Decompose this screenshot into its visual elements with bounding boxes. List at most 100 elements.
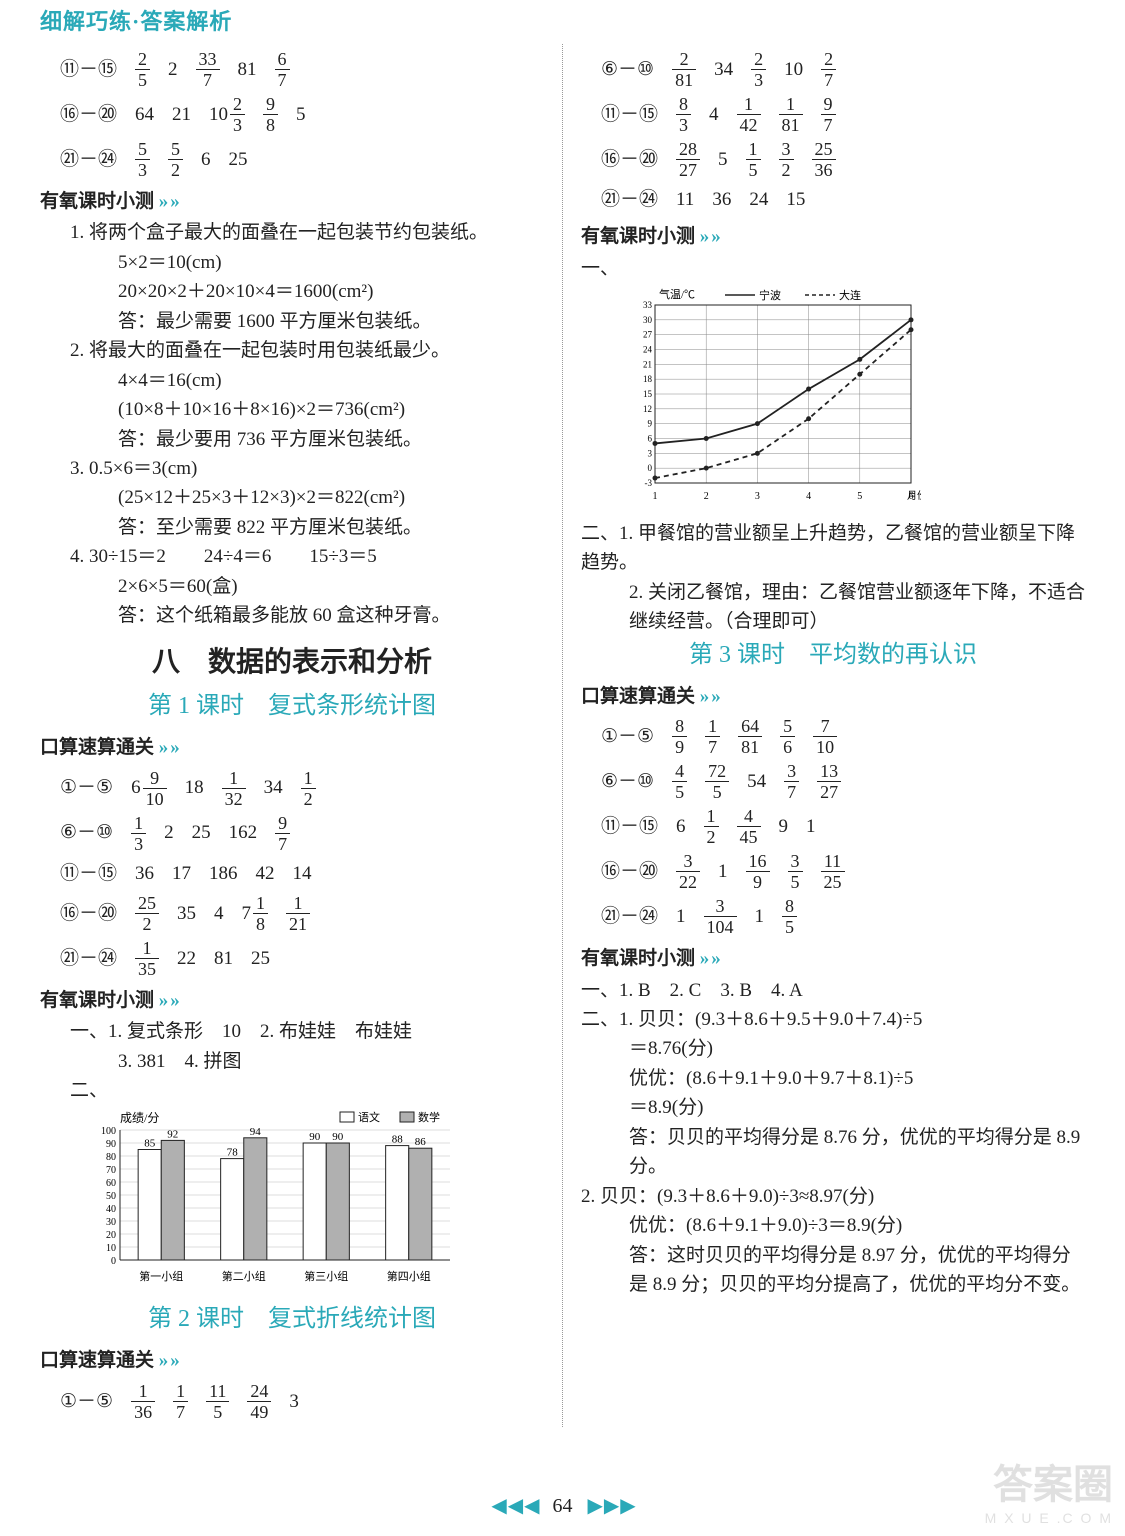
text-line: 2. 将最大的面叠在一起包装时用包装纸最少。 (70, 336, 544, 365)
svg-text:大连: 大连 (839, 288, 861, 302)
arrow-icon: »» (159, 1350, 182, 1371)
line-chart: -303691215182124273033123456气温/℃月份宁波大连 (621, 287, 921, 507)
svg-text:第四小组: 第四小组 (387, 1269, 431, 1283)
line-chart-label: 一、 (581, 254, 1085, 283)
calc-heading: 口算速算通关 »» (40, 1346, 544, 1375)
page-footer: ◀ ◀ ◀ 64 ▶ ▶ ▶ (0, 1493, 1125, 1518)
svg-text:-3: -3 (645, 478, 653, 488)
svg-text:18: 18 (643, 374, 653, 384)
text-line: 一、1. 复式条形 10 2. 布娃娃 布娃娃 (70, 1017, 544, 1046)
svg-text:第三小组: 第三小组 (304, 1269, 348, 1283)
svg-text:33: 33 (643, 300, 653, 310)
svg-text:30: 30 (106, 1217, 116, 1228)
svg-text:3: 3 (648, 449, 653, 459)
text-line: 2. 关闭乙餐馆，理由：乙餐馆营业额逐年下降，不适合继续经营。（合理即可） (629, 578, 1085, 637)
svg-text:40: 40 (106, 1204, 116, 1215)
svg-text:20: 20 (106, 1230, 116, 1241)
content-columns: ⑪－⑮2523378167⑯－⑳64211023985㉑－㉔5352625 有氧… (0, 44, 1125, 1427)
arrow-icon: »» (700, 226, 723, 247)
arrow-icon: »» (159, 191, 182, 212)
text-line: 答：至少需要 822 平方厘米包装纸。 (118, 513, 544, 542)
svg-text:15: 15 (643, 389, 653, 399)
svg-text:3: 3 (755, 491, 760, 502)
page-header: 细解巧练·答案解析 (0, 0, 1125, 44)
arrow-icon: »» (700, 948, 723, 969)
answer-row: ⑪－⑮36171864214 (60, 859, 544, 888)
svg-text:100: 100 (101, 1126, 116, 1137)
test-heading: 有氧课时小测 »» (40, 986, 544, 1015)
svg-text:94: 94 (250, 1126, 261, 1138)
text-line: 2. 贝贝：(9.3＋8.6＋9.0)÷3≈8.97(分) (581, 1182, 1085, 1211)
svg-text:6: 6 (648, 434, 653, 444)
test-heading: 有氧课时小测 »» (581, 944, 1085, 973)
answer-row: ①－⑤8917648156710 (601, 717, 1085, 756)
text-line: 20×20×2＋20×10×4＝1600(cm²) (118, 277, 544, 306)
text-line: 答：最少要用 736 平方厘米包装纸。 (118, 425, 544, 454)
svg-text:27: 27 (643, 330, 653, 340)
svg-text:第一小组: 第一小组 (139, 1269, 183, 1283)
text-line: 优优：(8.6＋9.1＋9.0)÷3＝8.9(分) (629, 1211, 1085, 1240)
watermark: 答案圈 M X U E .C O M (985, 1452, 1113, 1526)
svg-text:80: 80 (106, 1152, 116, 1163)
text-line: 3. 0.5×6＝3(cm) (70, 454, 544, 483)
svg-text:宁波: 宁波 (759, 288, 781, 302)
svg-text:第二小组: 第二小组 (222, 1269, 266, 1283)
answer-row: ⑥－⑩1322516297 (60, 814, 544, 853)
arrow-icon: »» (159, 990, 182, 1011)
triangle-right-icon: ▶ ▶ ▶ (588, 1495, 634, 1517)
svg-text:气温/℃: 气温/℃ (659, 287, 695, 301)
answer-row: ⑯－⑳2827515322536 (601, 140, 1085, 179)
triangle-left-icon: ◀ ◀ ◀ (491, 1495, 537, 1517)
text-line: 3. 381 4. 拼图 (118, 1047, 544, 1076)
svg-text:88: 88 (392, 1133, 404, 1145)
answer-row: ㉑－㉔5352625 (60, 140, 544, 179)
answer-row: ⑪－⑮61244591 (601, 807, 1085, 846)
text-line: 4×4＝16(cm) (118, 366, 544, 395)
svg-text:30: 30 (643, 315, 653, 325)
svg-text:78: 78 (227, 1146, 239, 1158)
text-line: 二、1. 甲餐馆的营业额呈上升趋势，乙餐馆的营业额呈下降趋势。 (581, 519, 1085, 578)
svg-text:数学: 数学 (418, 1110, 440, 1124)
svg-text:90: 90 (309, 1131, 321, 1143)
test-heading: 有氧课时小测 »» (40, 187, 544, 216)
text-line: 答：这个纸箱最多能放 60 盒这种牙膏。 (118, 601, 544, 630)
text-line: 4. 30÷15＝2 24÷4＝6 15÷3＝5 (70, 542, 544, 571)
svg-text:1: 1 (653, 491, 658, 502)
answer-row: ①－⑤6910181323412 (60, 769, 544, 808)
arrow-icon: »» (700, 686, 723, 707)
svg-text:语文: 语文 (358, 1110, 380, 1124)
svg-text:5: 5 (857, 491, 862, 502)
text-line: 2×6×5＝60(盒) (118, 572, 544, 601)
svg-text:月份: 月份 (907, 490, 921, 502)
text-line: ＝8.9(分) (629, 1093, 1085, 1122)
text-line: 5×2＝10(cm) (118, 248, 544, 277)
svg-text:成绩/分: 成绩/分 (120, 1111, 159, 1125)
answer-row: ⑯－⑳252354718121 (60, 894, 544, 933)
text-line: 答：最少需要 1600 平方厘米包装纸。 (118, 307, 544, 336)
answer-row: ⑯－⑳3221169351125 (601, 852, 1085, 891)
text-line: (10×8＋10×16＋8×16)×2＝736(cm²) (118, 395, 544, 424)
svg-text:90: 90 (332, 1131, 344, 1143)
svg-text:10: 10 (106, 1243, 116, 1254)
lesson-title: 第 3 课时 平均数的再认识 (581, 637, 1085, 674)
mc-answers: 一、1. B 2. C 3. B 4. A (581, 976, 1085, 1005)
test-heading: 有氧课时小测 »» (581, 222, 1085, 251)
svg-text:24: 24 (643, 345, 653, 355)
answer-row: ㉑－㉔13104185 (601, 897, 1085, 936)
left-column: ⑪－⑮2523378167⑯－⑳64211023985㉑－㉔5352625 有氧… (40, 44, 563, 1427)
answer-row: ⑥－⑩4572554371327 (601, 762, 1085, 801)
answer-row: ㉑－㉔135228125 (60, 939, 544, 978)
svg-text:86: 86 (415, 1136, 427, 1148)
text-line: 答：这时贝贝的平均得分是 8.97 分，优优的平均得分是 8.9 分；贝贝的平均… (629, 1241, 1085, 1300)
text-line: 优优：(8.6＋9.1＋9.0＋9.7＋8.1)÷5 (629, 1064, 1085, 1093)
svg-text:0: 0 (111, 1256, 116, 1267)
bar-chart-label: 二、 (70, 1076, 544, 1105)
right-column: ⑥－⑩28134231027⑪－⑮83414218197⑯－⑳282751532… (563, 44, 1085, 1427)
svg-text:70: 70 (106, 1165, 116, 1176)
svg-text:0: 0 (648, 463, 653, 473)
answer-row: ①－⑤1361711524493 (60, 1382, 544, 1421)
chapter-title: 八 数据的表示和分析 (40, 641, 544, 684)
svg-text:12: 12 (643, 404, 652, 414)
page-number: 64 (553, 1495, 573, 1517)
svg-text:9: 9 (648, 419, 653, 429)
